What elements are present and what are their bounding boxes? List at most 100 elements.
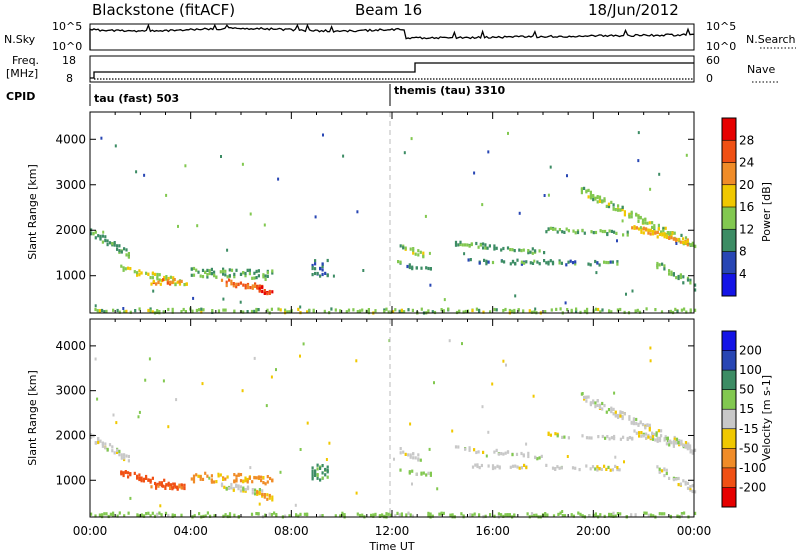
range-gate-cell (122, 471, 125, 475)
range-gate-cell (475, 241, 478, 246)
range-gate-cell (138, 307, 141, 311)
range-gate-cell (529, 250, 532, 254)
range-gate-cell (144, 378, 147, 382)
range-gate-cell (254, 282, 257, 286)
range-gate-cell (171, 280, 174, 284)
range-gate-cell (164, 511, 168, 515)
range-gate-cell (675, 477, 678, 481)
range-gate-cell (172, 276, 175, 280)
range-gate-cell (451, 429, 454, 433)
range-gate-cell (682, 237, 685, 241)
range-gate-cell (192, 296, 195, 300)
range-gate-cell (656, 439, 659, 443)
range-gate-cell (355, 491, 358, 495)
range-gate-cell (175, 398, 178, 402)
range-gate-cell (626, 436, 629, 441)
range-gate-cell (594, 230, 598, 235)
range-gate-cell (642, 434, 645, 438)
range-gate-cell (171, 487, 174, 491)
colorbar-segment (722, 487, 736, 508)
range-gate-cell (273, 511, 276, 515)
range-gate-cell (661, 469, 664, 473)
range-gate-cell (299, 354, 301, 358)
range-gate-cell (192, 477, 196, 481)
range-gate-cell (96, 309, 99, 313)
range-gate-cell (635, 226, 638, 230)
range-gate-cell (228, 268, 231, 272)
range-gate-cell (449, 513, 452, 517)
range-gate-cell (619, 208, 622, 212)
range-gate-cell (645, 227, 648, 231)
range-gate-cell (411, 469, 414, 473)
range-gate-cell (400, 308, 403, 312)
range-gate-cell (663, 468, 666, 472)
range-gate-cell (397, 260, 400, 264)
range-gate-cell (653, 224, 656, 228)
range-gate-cell (527, 249, 530, 253)
range-gate-cell (258, 284, 261, 288)
range-gate-cell (151, 476, 154, 480)
range-gate-cell (394, 308, 397, 312)
range-gate-cell (97, 440, 100, 445)
range-gate-cell (246, 284, 250, 288)
range-gate-cell (565, 263, 568, 267)
range-gate-cell (623, 310, 626, 314)
range-gate-cell (583, 231, 586, 235)
range-gate-cell (651, 435, 655, 439)
range-gate-cell (458, 309, 461, 313)
range-gate-cell (138, 410, 141, 414)
range-gate-cell (94, 357, 97, 361)
range-gate-cell (571, 466, 575, 470)
range-gate-cell (509, 262, 512, 266)
range-gate-cell (167, 425, 170, 429)
range-gate-cell (674, 307, 677, 311)
range-gate-cell (672, 478, 675, 482)
range-gate-cell (111, 445, 114, 449)
range-gate-cell (489, 513, 492, 517)
range-gate-cell (677, 274, 680, 279)
range-gate-cell (140, 479, 143, 483)
range-gate-cell (411, 265, 414, 269)
range-gate-cell (165, 277, 168, 281)
range-gate-cell (516, 258, 519, 262)
range-gate-cell (608, 309, 611, 313)
range-gate-cell (561, 514, 564, 518)
range-gate-cell (669, 233, 672, 237)
range-gate-cell (268, 493, 271, 498)
range-gate-cell (493, 307, 496, 312)
range-gate-cell (99, 234, 102, 238)
x-tick-label: 00:00 (73, 524, 108, 538)
range-gate-cell (123, 456, 126, 460)
range-gate-cell (552, 514, 556, 518)
range-gate-cell (266, 497, 269, 501)
range-gate-cell (502, 246, 505, 251)
range-gate-cell (314, 262, 317, 266)
range-gate-cell (575, 307, 578, 311)
range-gate-cell (138, 273, 141, 277)
range-gate-cell (140, 513, 143, 517)
range-gate-cell (530, 310, 534, 314)
colorbar-segment (722, 162, 736, 186)
range-gate-cell (614, 208, 617, 212)
range-gate-cell (632, 419, 635, 423)
range-gate-cell (419, 458, 422, 462)
range-gate-cell (550, 308, 553, 312)
range-gate-cell (689, 485, 692, 489)
colorbar-tick-label: 4 (739, 267, 747, 281)
range-gate-cell (603, 404, 606, 408)
range-gate-cell (133, 270, 136, 274)
range-gate-cell (192, 480, 196, 484)
range-gate-cell (531, 247, 534, 251)
range-gate-cell (199, 274, 202, 278)
range-gate-cell (605, 260, 608, 265)
range-gate-cell (621, 416, 624, 420)
range-gate-cell (162, 310, 165, 314)
range-gate-cell (204, 471, 207, 475)
cpid-label: CPID (6, 90, 35, 103)
range-gate-cell (633, 429, 636, 433)
range-gate-cell (145, 474, 148, 479)
range-gate-cell (122, 266, 125, 270)
range-gate-cell (294, 503, 297, 507)
range-gate-cell (612, 203, 615, 207)
range-gate-cell (489, 310, 492, 314)
